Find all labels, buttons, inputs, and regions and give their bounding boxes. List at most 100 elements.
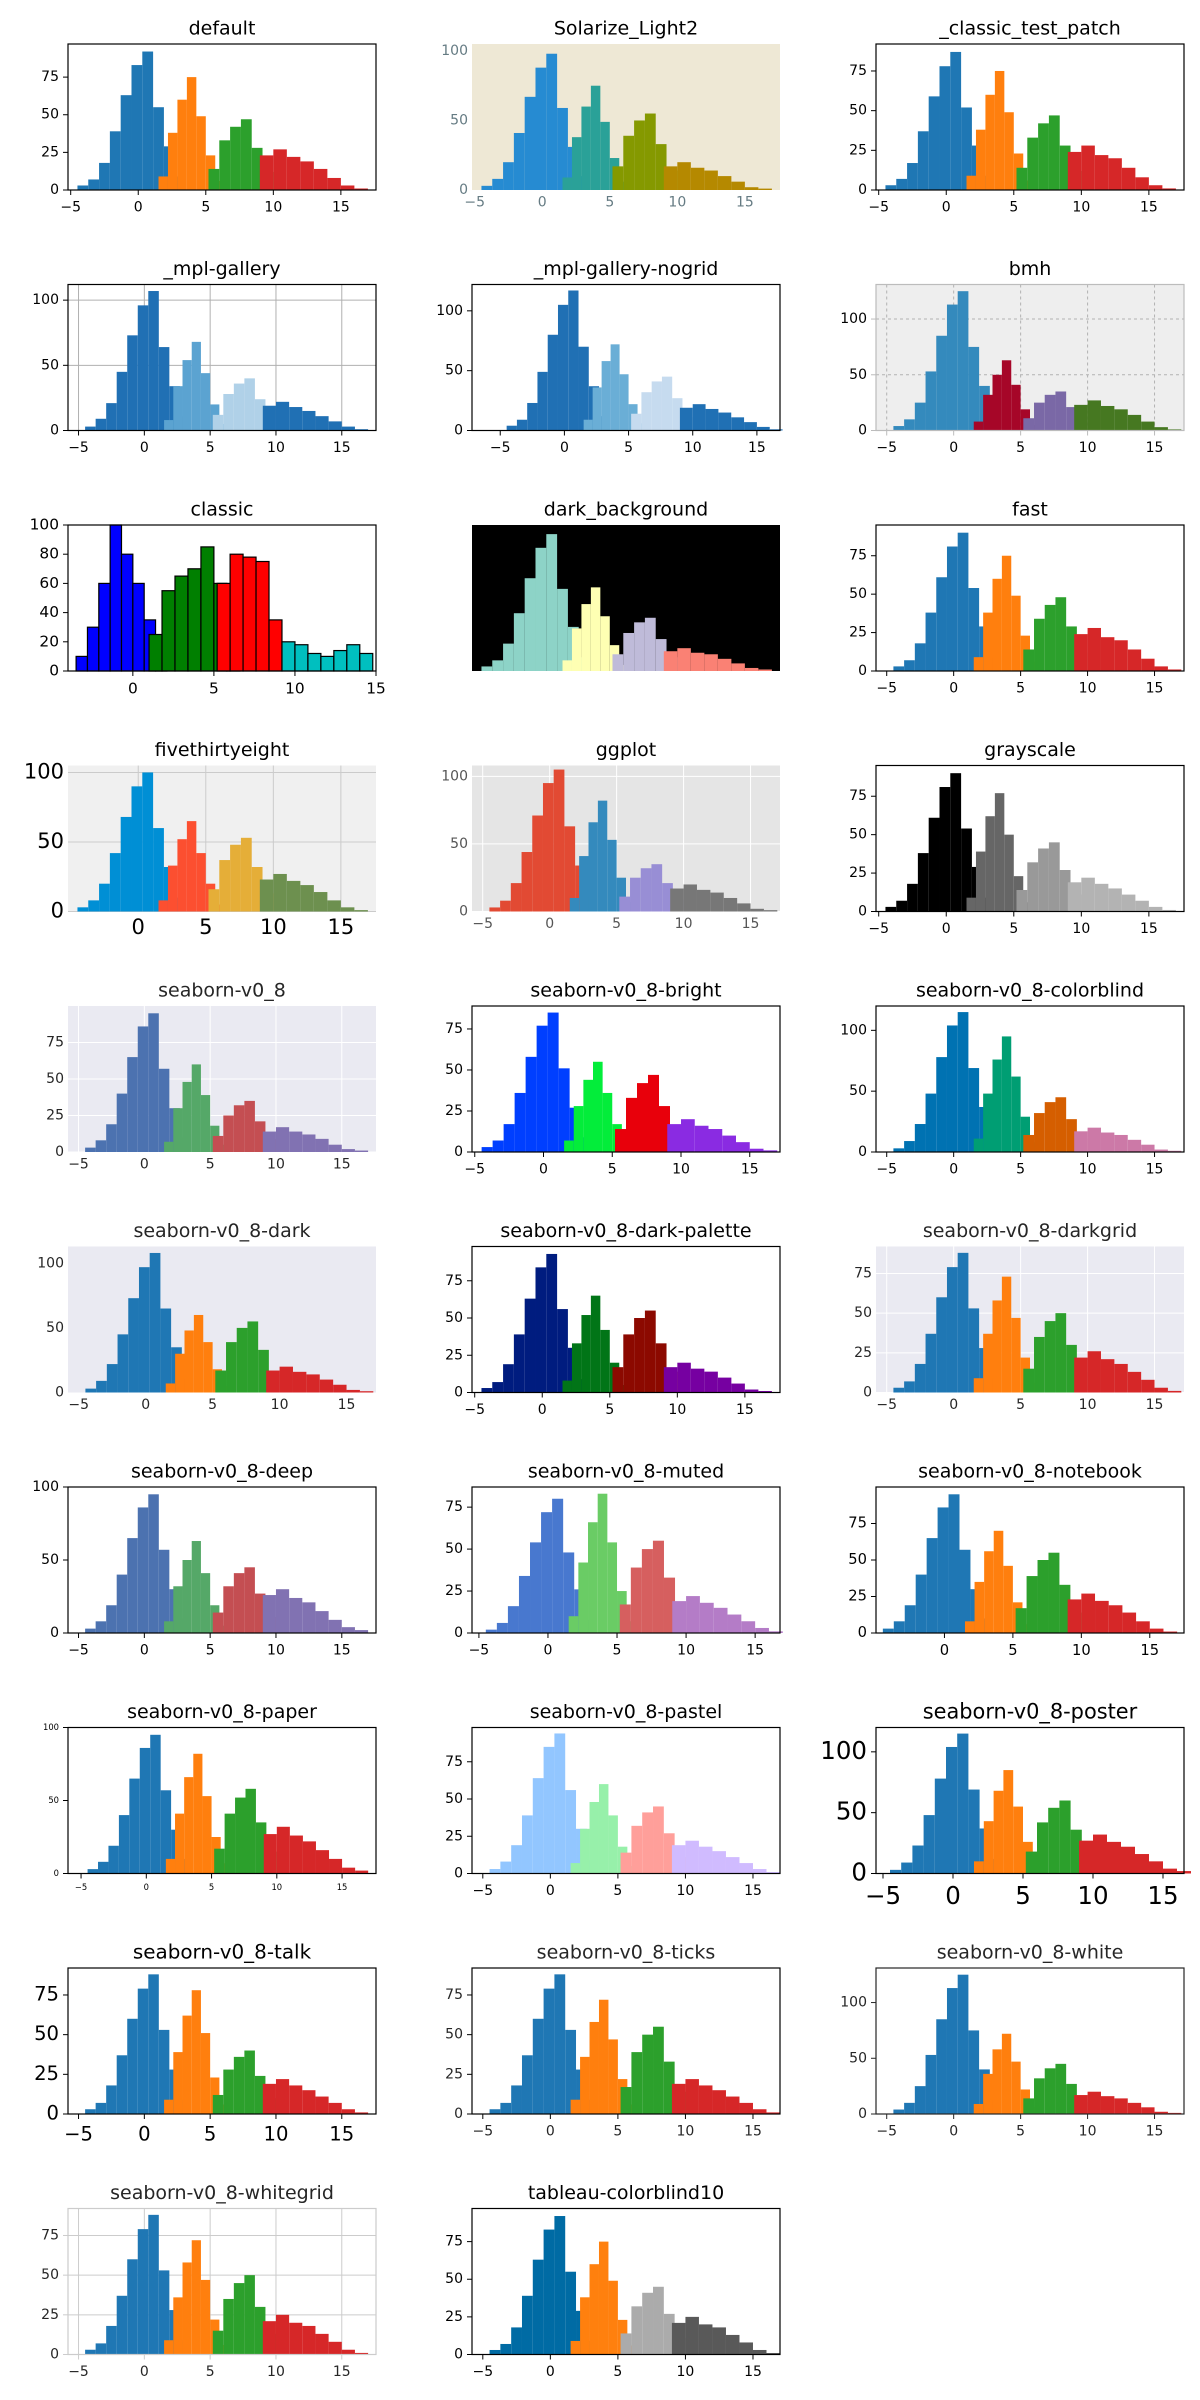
x-tick-label: 10 bbox=[668, 194, 686, 210]
histogram-bar bbox=[233, 383, 245, 431]
histogram-bar bbox=[329, 1858, 343, 1874]
y-tick-label: 0 bbox=[454, 423, 463, 439]
histogram-bar bbox=[893, 1387, 905, 1393]
histogram-bar bbox=[744, 667, 759, 671]
histogram-bar bbox=[890, 1869, 902, 1874]
histogram-bar bbox=[974, 1861, 984, 1874]
histogram-bar bbox=[268, 619, 283, 672]
histogram-bar bbox=[583, 1079, 593, 1152]
histogram-bar bbox=[926, 1538, 938, 1633]
histogram-bar bbox=[359, 652, 374, 672]
histogram-bar bbox=[333, 649, 348, 672]
histogram-bar bbox=[968, 346, 980, 431]
histogram-bar bbox=[223, 2298, 234, 2355]
y-tick-label: 25 bbox=[445, 1103, 463, 1119]
histogram-bar bbox=[904, 1605, 916, 1633]
histogram-bar bbox=[262, 1595, 276, 1633]
chart-title: fivethirtyeight bbox=[155, 739, 290, 761]
histogram-bar bbox=[1095, 1600, 1109, 1633]
histogram-bar bbox=[88, 900, 100, 912]
histogram-bar bbox=[1074, 634, 1088, 671]
x-tick-label: 5 bbox=[1016, 1161, 1025, 1177]
histogram-bar bbox=[671, 1845, 686, 1874]
x-tick-label: 0 bbox=[140, 1156, 149, 1172]
histogram-bar bbox=[333, 1384, 347, 1393]
histogram-bar bbox=[182, 2015, 192, 2114]
histogram-bar bbox=[1127, 1139, 1142, 1152]
histogram-bar bbox=[896, 900, 908, 912]
histogram-bar bbox=[568, 1616, 579, 1633]
x-tick-label: 10 bbox=[684, 440, 702, 456]
histogram-bar bbox=[562, 660, 572, 671]
histogram-bar bbox=[588, 822, 598, 912]
histogram-bar bbox=[663, 166, 678, 190]
histogram-bar bbox=[694, 1125, 709, 1152]
histogram-bar bbox=[187, 568, 202, 672]
axes-frame bbox=[67, 283, 377, 432]
histogram-bar bbox=[543, 1746, 555, 1874]
histogram-bar bbox=[984, 1551, 994, 1633]
histogram-bar bbox=[723, 897, 738, 912]
histogram-bar bbox=[946, 1746, 958, 1874]
histogram-bar bbox=[1163, 1868, 1177, 1874]
y-tick-label: 50 bbox=[41, 2267, 59, 2283]
histogram-bar bbox=[75, 655, 89, 672]
histogram-bar bbox=[77, 185, 89, 190]
histogram-bar bbox=[1027, 862, 1039, 912]
histogram-bar bbox=[710, 892, 724, 912]
x-tick-label: 5 bbox=[208, 1397, 217, 1413]
histogram-bar bbox=[1055, 1097, 1067, 1152]
histogram-bar bbox=[1087, 1351, 1101, 1393]
histogram-bar bbox=[137, 1026, 149, 1152]
x-tick-label: −5 bbox=[464, 194, 485, 210]
histogram-bar bbox=[340, 907, 355, 912]
x-tick-label: 0 bbox=[138, 2122, 150, 2145]
y-tick-label: 20 bbox=[39, 632, 59, 650]
histogram-bar bbox=[1167, 669, 1182, 671]
histogram-bar bbox=[173, 2052, 183, 2114]
histogram-bar bbox=[1023, 649, 1035, 671]
histogram-bar bbox=[258, 1349, 269, 1393]
x-tick-label: 5 bbox=[1016, 2123, 1025, 2139]
histogram-bar bbox=[712, 2327, 726, 2355]
histogram-bar bbox=[1148, 906, 1163, 912]
histogram-bar bbox=[885, 906, 897, 912]
y-tick-label: 75 bbox=[445, 1499, 463, 1515]
histogram-bar bbox=[592, 387, 602, 431]
y-tick-label: 75 bbox=[445, 1273, 463, 1289]
histogram-bar bbox=[1066, 2083, 1077, 2114]
histogram-bar bbox=[212, 1612, 224, 1633]
y-tick-label: 0 bbox=[55, 1144, 64, 1160]
chart-title: seaborn-v0_8-bright bbox=[530, 980, 721, 1002]
histogram-bar bbox=[914, 1124, 926, 1152]
histogram-bar bbox=[1127, 1371, 1142, 1393]
histogram-bar bbox=[968, 1308, 980, 1393]
histogram-bar bbox=[132, 582, 145, 672]
y-tick-label: 50 bbox=[445, 1062, 463, 1078]
histogram-bar bbox=[1148, 185, 1163, 190]
histogram-bar bbox=[968, 1068, 980, 1152]
histogram-bar bbox=[957, 1252, 969, 1393]
histogram-bar bbox=[233, 1105, 245, 1152]
histogram-bar bbox=[1141, 421, 1155, 431]
axes-frame bbox=[471, 1245, 781, 1394]
histogram-bar bbox=[1100, 405, 1115, 431]
x-tick-label: 5 bbox=[605, 1402, 614, 1418]
histogram-bar bbox=[946, 1988, 958, 2114]
x-tick-label: −5 bbox=[876, 1161, 897, 1177]
x-tick-label: 0 bbox=[945, 1881, 961, 1910]
histogram-bar bbox=[259, 155, 274, 190]
y-tick-label: 50 bbox=[41, 357, 59, 373]
histogram-bar bbox=[214, 1848, 225, 1874]
x-tick-label: 10 bbox=[675, 916, 693, 932]
histogram-bar bbox=[685, 2079, 699, 2114]
chart-title: grayscale bbox=[984, 739, 1076, 761]
chart-title: seaborn-v0_8-whitegrid bbox=[110, 2182, 334, 2204]
x-tick-label: 5 bbox=[624, 440, 633, 456]
x-tick-label: 5 bbox=[209, 680, 219, 698]
x-tick-label: 0 bbox=[140, 1642, 149, 1658]
chart-title: seaborn-v0_8-deep bbox=[131, 1461, 313, 1483]
histogram-bar bbox=[200, 546, 215, 672]
histogram-bar bbox=[925, 371, 937, 431]
histogram-bar bbox=[600, 616, 610, 671]
